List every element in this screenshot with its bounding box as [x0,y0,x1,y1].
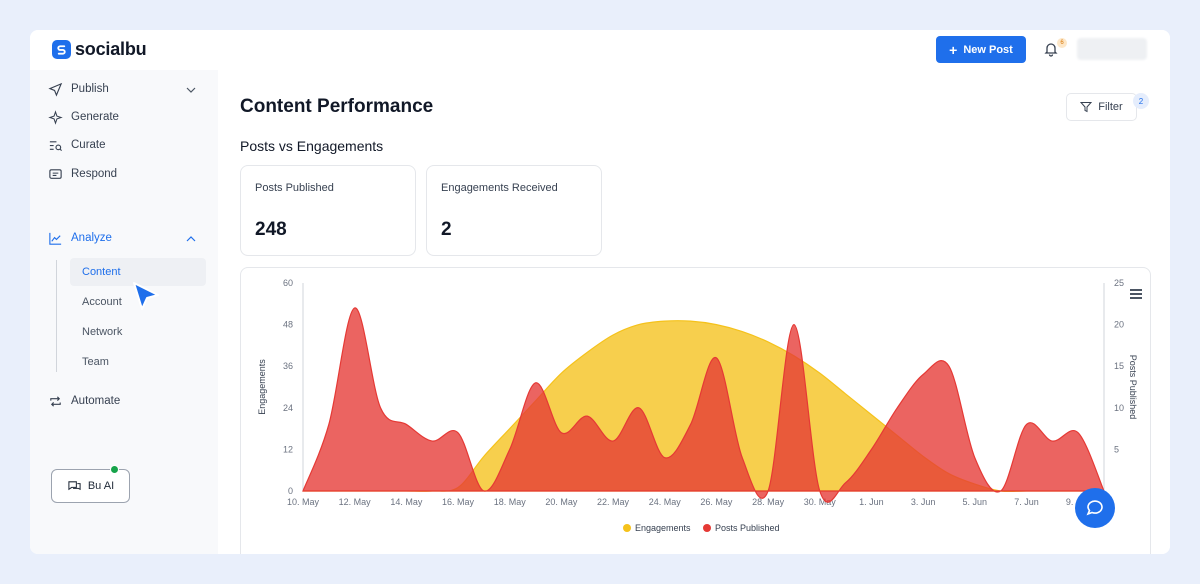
chart-line-icon [49,232,62,245]
x-tick-label: 12. May [339,497,372,507]
chat-icon [1086,500,1103,516]
new-post-label: New Post [963,43,1013,56]
chart-menu-icon-bar [1130,289,1142,291]
sidebar: Publish Generate Curate Respond Analyze … [30,70,218,554]
chevron-down-icon[interactable] [186,85,196,95]
filter-icon [1080,102,1093,113]
posts-vs-engagements-chart: 0 12 24 36 48 60 5 10 15 20 25 Engagements Posts Pub… [257,278,1142,533]
page-title: Content Performance [240,96,434,117]
mouse-cursor-icon [133,282,159,310]
x-tick-label: 7. Jun [1014,497,1039,507]
x-tick-label: 1. Jun [859,497,884,507]
x-tick-label: 16. May [442,497,475,507]
y-left-tick-label: 12 [283,444,293,454]
sidebar-item-publish[interactable]: Publish [48,80,109,98]
sidebar-item-automate[interactable]: Automate [48,392,120,410]
logo[interactable]: socialbu [52,39,147,60]
y-right-tick-label: 10 [1114,403,1124,413]
legend-marker [623,524,631,532]
sidebar-item-label: Analyze [71,232,112,244]
user-menu[interactable] [1077,38,1147,60]
filter-button[interactable]: Filter [1066,93,1137,121]
chart-menu-icon-bar [1130,293,1142,295]
y-left-tick-label: 0 [288,486,293,496]
x-tick-label: 22. May [597,497,630,507]
submenu-guide-line [56,260,57,372]
section-title: Posts vs Engagements [240,138,384,154]
legend-label: Posts Published [715,523,780,533]
sidebar-item-label: Automate [71,395,121,407]
chevron-up-icon[interactable] [186,234,196,244]
main-content: Content Performance Filter 2 Posts vs En… [218,70,1170,554]
online-status-dot [110,465,119,474]
sidebar-item-label: Respond [71,168,118,180]
x-tick-label: 3. Jun [911,497,936,507]
top-bar: socialbu + New Post 6 [30,30,1170,70]
y-left-tick-label: 60 [283,278,293,288]
curate-search-icon [49,140,62,151]
y-left-tick-label: 48 [283,320,293,330]
stat-card-posts-published: Posts Published 248 [240,165,416,256]
sidebar-subitem-content[interactable]: Content [70,258,206,286]
stat-value: 248 [255,219,287,240]
x-tick-label: 14. May [390,497,423,507]
logo-text: socialbu [75,39,147,59]
repeat-icon [50,395,61,407]
help-chat-button[interactable] [1075,488,1115,528]
send-icon [48,82,63,97]
new-post-button[interactable]: + New Post [936,36,1026,63]
legend-marker [703,524,711,532]
chat-bubbles-icon [68,481,81,491]
filter-count-badge: 2 [1133,93,1149,109]
sidebar-item-analyze[interactable]: Analyze [48,229,112,247]
plus-icon: + [949,41,958,58]
sidebar-subitem-team[interactable]: Team [82,356,109,368]
x-tick-label: 20. May [545,497,578,507]
stat-label: Posts Published [255,182,334,194]
y-right-tick-label: 15 [1114,361,1124,371]
y-right-tick-label: 20 [1114,320,1124,330]
notification-badge: 6 [1057,38,1067,48]
x-tick-label: 30. May [804,497,837,507]
sidebar-subitem-network[interactable]: Network [82,326,123,338]
y-left-axis-title: Engagements [257,359,267,415]
chart-menu-icon-bar [1130,297,1142,299]
message-icon [49,168,62,179]
x-tick-label: 10. May [287,497,320,507]
x-tick-label: 26. May [700,497,733,507]
stat-label: Engagements Received [441,182,558,194]
stat-value: 2 [441,219,452,240]
x-tick-label: 24. May [649,497,682,507]
bu-ai-label: Bu AI [87,480,115,492]
sidebar-item-generate[interactable]: Generate [48,108,119,126]
y-left-tick-label: 24 [283,403,293,413]
app-window: socialbu + New Post 6 Publish Generate C… [30,30,1170,554]
x-tick-label: 18. May [494,497,527,507]
sidebar-item-label: Publish [71,83,109,95]
legend-label: Engagements [635,523,691,533]
sidebar-item-label: Curate [71,139,106,151]
series-area-posts-published [302,307,1105,503]
y-right-tick-label: 25 [1114,278,1124,288]
x-tick-label: 28. May [752,497,785,507]
y-right-axis-title: Posts Published [1128,355,1138,420]
bu-ai-button[interactable]: Bu AI [51,469,130,503]
sidebar-item-label: Generate [71,111,119,123]
x-tick-label: 5. Jun [963,497,988,507]
y-right-tick-label: 5 [1114,444,1119,454]
sparkle-icon [48,109,63,125]
chart-card: 0 12 24 36 48 60 5 10 15 20 25 Engagements Posts Pub… [240,267,1151,554]
logo-icon [52,40,71,59]
stat-card-engagements-received: Engagements Received 2 [426,165,602,256]
sidebar-subitem-account[interactable]: Account [82,296,122,308]
bell-icon[interactable] [1043,41,1059,57]
sidebar-item-curate[interactable]: Curate [48,136,106,154]
filter-label: Filter [1098,101,1123,113]
y-left-tick-label: 36 [283,361,293,371]
sidebar-item-respond[interactable]: Respond [48,165,117,183]
